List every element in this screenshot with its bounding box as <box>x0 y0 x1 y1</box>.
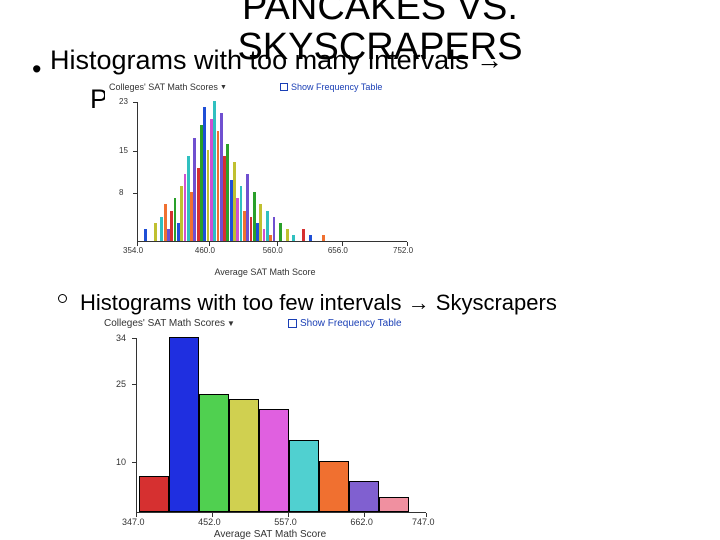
chart2-ytick <box>132 384 136 385</box>
chart2-bar <box>259 409 289 512</box>
chart2-bar <box>319 461 349 512</box>
chart1-xtick-label: 560.0 <box>263 246 283 255</box>
chart1-ytick <box>133 193 137 194</box>
chart1-ytick-label: 23 <box>119 97 128 106</box>
chart2-xtick-label: 452.0 <box>198 517 221 527</box>
chart2-bar <box>229 399 259 512</box>
chart1-xtick-label: 656.0 <box>328 246 348 255</box>
chart2-bar <box>349 481 379 512</box>
chart1-bar <box>144 229 147 241</box>
chart1-bar <box>302 229 305 241</box>
chart1-selector-label: Colleges' SAT Math Scores <box>109 82 218 92</box>
chart1-ytick-label: 8 <box>119 188 123 197</box>
chart2-ytick-label: 34 <box>116 333 126 343</box>
chart2-xtick-label: 662.0 <box>350 517 373 527</box>
chart2-bars <box>137 337 427 512</box>
chart1-bars <box>138 101 408 241</box>
chart2-bar <box>289 440 319 512</box>
chart1-showfreq-label: Show Frequency Table <box>291 82 382 92</box>
bullet-1-text: Histograms with too many intervals → <box>50 45 503 75</box>
chart1-xtick-label: 752.0 <box>393 246 413 255</box>
checkbox-icon <box>280 83 288 91</box>
chart1-bar <box>154 223 157 241</box>
chart2-variable-selector[interactable]: Colleges' SAT Math Scores ▼ <box>104 318 235 329</box>
chart2-x-axis-title: Average SAT Math Score <box>100 529 440 540</box>
chart1-bar <box>322 235 325 241</box>
chart2-bar <box>199 394 229 512</box>
bullet-2: Histograms with too few intervals → Skys… <box>80 290 680 316</box>
chart1-variable-selector[interactable]: Colleges' SAT Math Scores ▼ <box>109 82 227 92</box>
chart2-selector-label: Colleges' SAT Math Scores <box>104 318 225 329</box>
histogram-many-intervals: Colleges' SAT Math Scores ▼ Show Frequen… <box>105 80 425 275</box>
sub-bullet-marker <box>58 294 67 303</box>
chart2-ytick-label: 25 <box>116 379 126 389</box>
chart1-xtick-label: 354.0 <box>123 246 143 255</box>
chart1-show-freq-checkbox[interactable]: Show Frequency Table <box>280 82 382 92</box>
title-line1: PANCAKES VS. <box>242 0 518 28</box>
chart1-bar <box>279 223 282 241</box>
chart2-plot-area <box>136 338 426 513</box>
chart1-bar <box>292 235 295 241</box>
chart2-bar <box>379 497 409 512</box>
chart2-ytick <box>132 462 136 463</box>
chart2-ytick-label: 10 <box>116 457 126 467</box>
chart2-xtick-label: 747.0 <box>412 517 435 527</box>
chart2-bar <box>139 476 169 512</box>
chart1-x-axis-title: Average SAT Math Score <box>105 267 425 277</box>
bullet-2-text: Histograms with too few intervals → Skys… <box>80 290 557 315</box>
chart1-bar <box>286 229 289 241</box>
bullet-marker: • <box>32 54 41 85</box>
chart1-bar <box>273 217 276 241</box>
chart2-ytick <box>132 338 136 339</box>
chart1-ytick-label: 15 <box>119 146 128 155</box>
chart1-bar <box>309 235 312 241</box>
chart2-showfreq-label: Show Frequency Table <box>300 318 402 329</box>
histogram-few-intervals: Colleges' SAT Math Scores ▼ Show Frequen… <box>100 316 440 536</box>
dropdown-icon: ▼ <box>220 84 227 91</box>
chart2-xtick-label: 557.0 <box>274 517 297 527</box>
dropdown-icon: ▼ <box>227 319 235 328</box>
chart2-xtick-label: 347.0 <box>122 517 145 527</box>
chart1-ytick <box>133 102 137 103</box>
chart1-xtick-label: 460.0 <box>195 246 215 255</box>
chart1-plot-area <box>137 102 407 242</box>
checkbox-icon <box>288 319 297 328</box>
chart2-bar <box>169 337 199 512</box>
chart1-ytick <box>133 151 137 152</box>
chart2-show-freq-checkbox[interactable]: Show Frequency Table <box>288 318 402 329</box>
bullet-1: Histograms with too many intervals → <box>50 45 670 76</box>
